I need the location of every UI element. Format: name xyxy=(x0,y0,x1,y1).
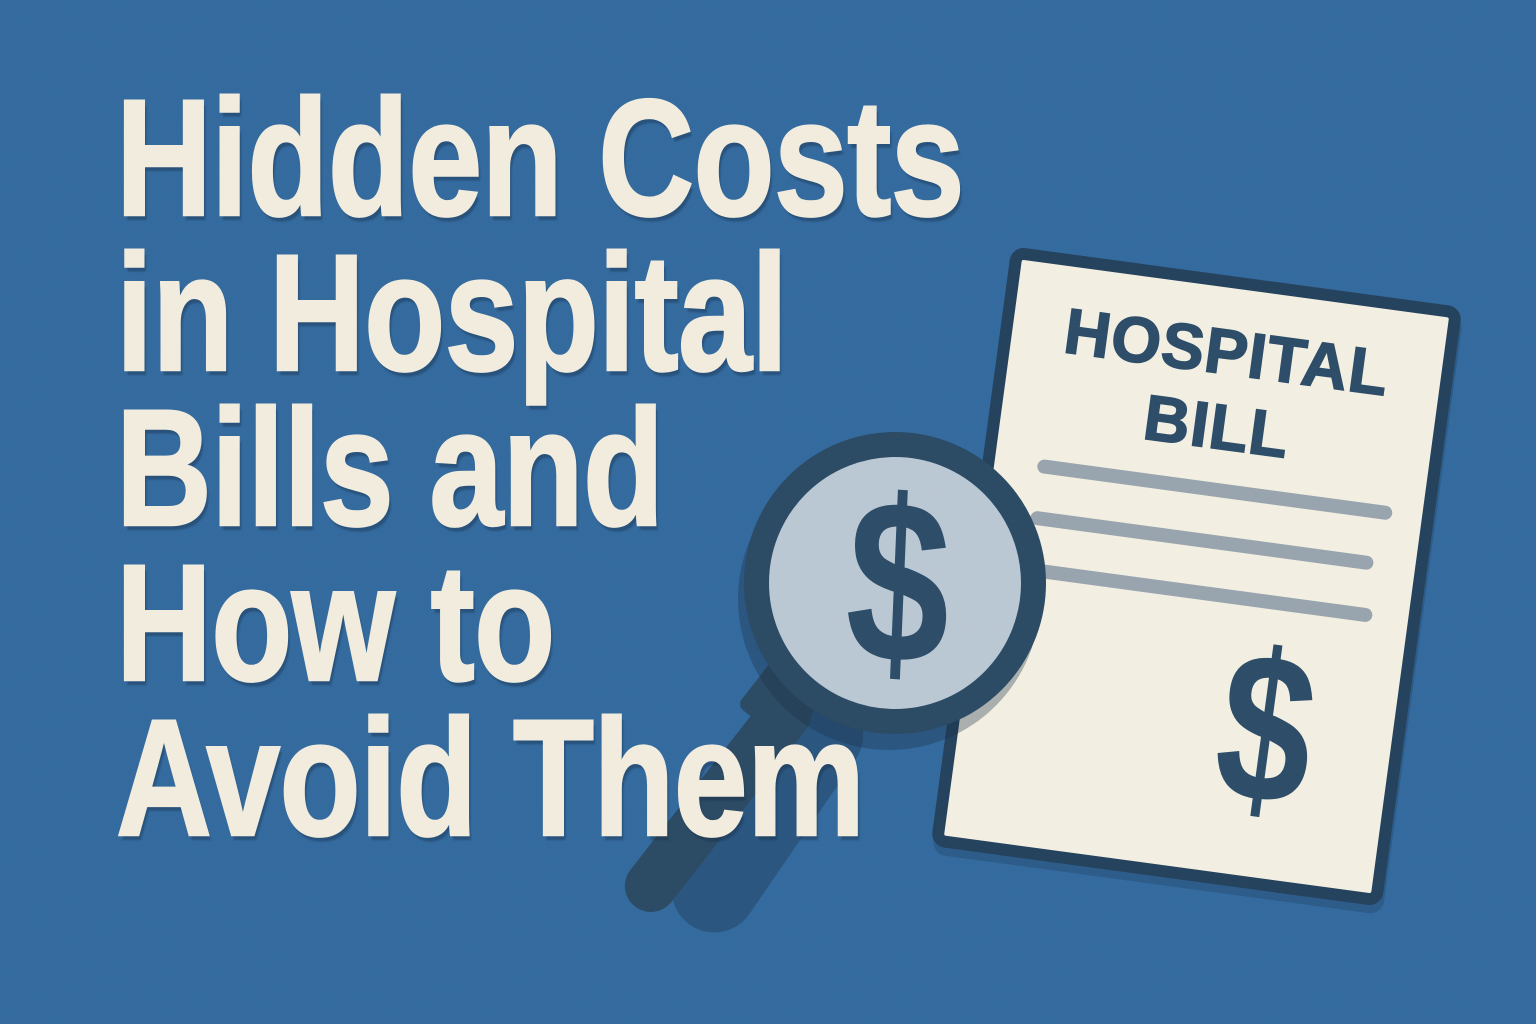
bill-detail-line-2 xyxy=(1029,510,1375,571)
title-line-2: in Hospital xyxy=(115,221,789,406)
bill-dollar-sign-icon: $ xyxy=(1203,604,1329,852)
title-line-4: How to xyxy=(115,531,556,716)
bill-detail-line-3 xyxy=(1022,561,1374,623)
title-line-5: Avoid Them xyxy=(115,686,866,871)
page-title: Hidden Costs in Hospital Bills and How t… xyxy=(115,66,966,871)
title-line-1: Hidden Costs xyxy=(115,66,966,251)
title-line-3: Bills and xyxy=(115,376,665,561)
